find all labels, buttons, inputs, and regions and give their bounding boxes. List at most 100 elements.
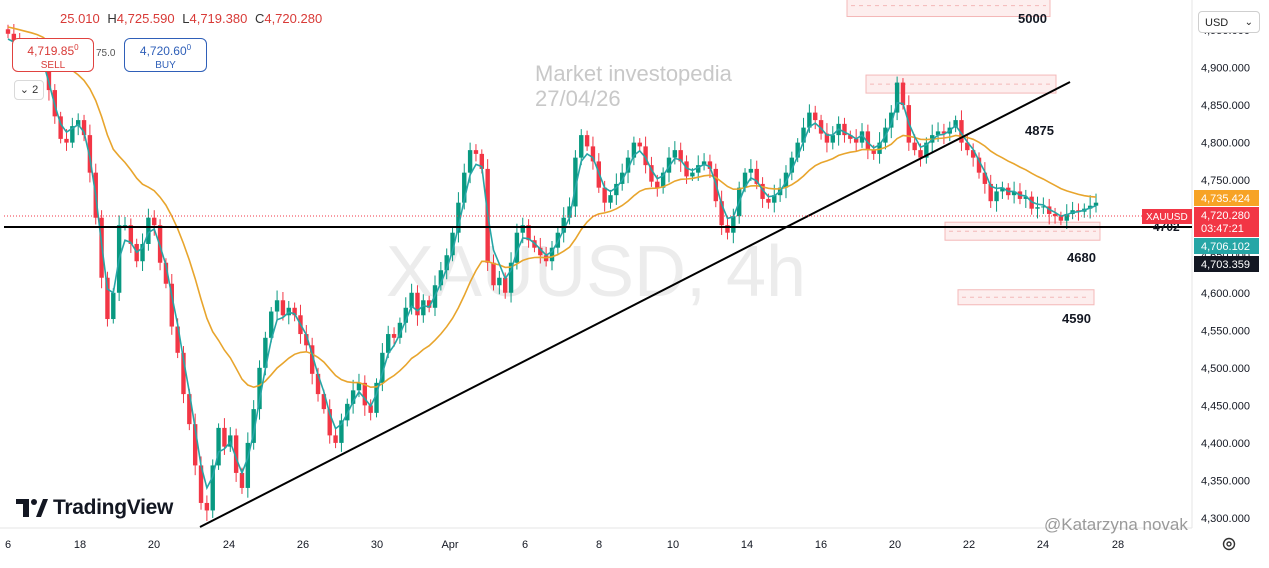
y-tick-label: 4,750.000	[1201, 175, 1250, 187]
candle-body	[380, 352, 385, 383]
ema-fast-line	[7, 38, 1097, 491]
candle-body	[269, 311, 274, 338]
y-tick-label: 4,450.000	[1201, 400, 1250, 412]
x-tick-label: 28	[1112, 539, 1124, 551]
candle-body	[508, 262, 514, 293]
x-tick-label: 6	[5, 539, 11, 551]
candle-body	[391, 334, 397, 338]
candle-body	[315, 373, 321, 395]
sell-button[interactable]: 4,719.850 SELL	[12, 38, 94, 72]
candle-body	[438, 270, 444, 286]
x-tick-label: 18	[74, 539, 86, 551]
candle-body	[362, 382, 368, 406]
candle-body	[181, 352, 186, 395]
buy-price-super: 0	[186, 43, 192, 52]
buy-button[interactable]: 4,720.600 BUY	[124, 38, 207, 72]
spread-value: 75.0	[96, 48, 116, 59]
candle-body	[701, 161, 707, 166]
candle-body	[473, 150, 479, 154]
candle-body	[760, 183, 765, 199]
candle-body	[918, 150, 923, 158]
candle-body	[982, 172, 988, 184]
candle-body	[503, 277, 508, 293]
candle-body	[742, 172, 748, 188]
candle-body	[567, 206, 572, 218]
watermark-title: Market investopedia	[535, 61, 733, 86]
candle-body	[894, 82, 900, 113]
candle-body	[105, 277, 110, 320]
candle-body	[666, 157, 672, 173]
candle-body	[192, 424, 198, 466]
candle-body	[233, 435, 239, 473]
candle-body	[573, 157, 578, 207]
candle-body	[619, 172, 625, 184]
candle-body	[1041, 206, 1046, 208]
candle-body	[210, 465, 215, 511]
candle-body	[64, 138, 69, 143]
candle-body	[1064, 213, 1069, 221]
currency-select[interactable]: USD ⌄	[1198, 11, 1260, 33]
gear-icon[interactable]	[1221, 536, 1237, 552]
candle-body	[321, 394, 327, 410]
candle-body	[795, 142, 800, 158]
candle-body	[251, 409, 256, 443]
level-label-4680: 4680	[1067, 250, 1096, 265]
candle-body	[444, 255, 449, 271]
candle-body	[549, 247, 555, 262]
candle-body	[912, 142, 917, 151]
candle-body	[169, 283, 174, 327]
x-tick-label: 10	[667, 539, 679, 551]
candle-body	[245, 442, 251, 488]
zone-5000[interactable]	[846, 0, 1051, 18]
candle-body	[754, 168, 759, 184]
candle-body	[1035, 207, 1040, 209]
candle-body	[707, 161, 713, 169]
rising-trendline[interactable]	[199, 81, 1071, 528]
candle-body	[965, 142, 970, 151]
candle-body	[1093, 202, 1099, 206]
indicators-collapse-button[interactable]: ⌄ 2	[14, 80, 44, 100]
level-label-4875: 4875	[1025, 123, 1054, 138]
candle-body	[11, 33, 17, 42]
ema-slow-price-tag-text: 4,735.424	[1201, 193, 1250, 205]
candle-body	[871, 150, 876, 154]
candle-body	[625, 157, 631, 173]
candle-body	[853, 138, 859, 143]
candle-body	[848, 135, 853, 139]
candle-body	[976, 157, 982, 173]
candle-body	[239, 472, 245, 488]
candle-body	[163, 262, 169, 284]
x-tick-label: 24	[1037, 539, 1049, 551]
candle-body	[356, 382, 362, 391]
last-price-tag	[1194, 207, 1259, 237]
ohlc-close-label: C	[254, 11, 265, 26]
chevron-down-icon: ⌄	[19, 84, 30, 96]
ema-slow-price-tag	[1194, 190, 1259, 206]
candle-body	[146, 217, 151, 244]
candle-body	[456, 202, 461, 233]
y-tick-label: 4,400.000	[1201, 438, 1250, 450]
candle-body	[1011, 191, 1017, 196]
candle-body	[590, 146, 596, 162]
ema-fast-price-tag	[1194, 238, 1259, 254]
x-tick-label: 16	[815, 539, 827, 551]
x-tick-label: 6	[522, 539, 528, 551]
candle-body	[830, 135, 835, 143]
candle-body	[1000, 187, 1005, 192]
candle-body	[397, 322, 403, 338]
candle-body	[350, 390, 356, 404]
bid-price-tag-text: 4,703.359	[1201, 259, 1250, 271]
candle-body	[520, 225, 525, 233]
candle-body	[122, 225, 128, 227]
candle-body	[46, 63, 52, 91]
candle-body	[924, 142, 929, 158]
bid-price-tag	[1194, 256, 1259, 272]
candle-body	[865, 131, 871, 151]
candle-body	[58, 116, 63, 139]
tradingview-logo-icon	[16, 499, 48, 517]
y-tick-label: 4,850.000	[1201, 100, 1250, 112]
x-tick-label: 20	[889, 539, 901, 551]
tradingview-wordmark: TradingView	[53, 496, 174, 519]
